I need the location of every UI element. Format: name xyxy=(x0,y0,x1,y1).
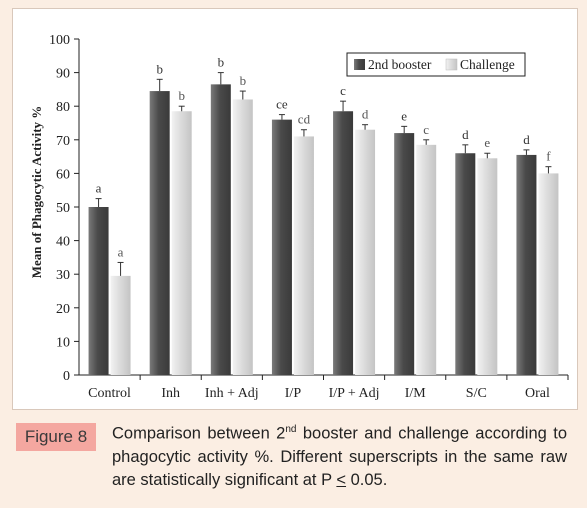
superscript-label: cd xyxy=(298,112,311,127)
x-tick-label: S/C xyxy=(466,386,487,401)
bar xyxy=(149,91,170,375)
bar xyxy=(394,133,415,375)
x-tick-label: I/P xyxy=(285,386,302,401)
superscript-label: d xyxy=(523,132,530,147)
bar xyxy=(88,207,109,375)
x-tick-label: Inh + Adj xyxy=(205,386,259,401)
superscript-label: b xyxy=(178,88,185,103)
caption-less-than-symbol: < xyxy=(336,470,347,489)
y-tick-label: 30 xyxy=(56,268,70,283)
superscript-label: e xyxy=(484,135,490,150)
legend-label-challenge: Challenge xyxy=(460,57,515,72)
bar xyxy=(333,111,354,376)
y-tick-label: 80 xyxy=(56,100,70,115)
bar xyxy=(293,136,314,375)
bar xyxy=(455,153,476,375)
superscript-label: e xyxy=(401,108,407,123)
y-tick-label: 10 xyxy=(56,335,70,350)
x-tick-label: Control xyxy=(88,386,131,401)
superscript-label: d xyxy=(362,107,369,122)
superscript-label: b xyxy=(156,61,163,76)
y-axis-label: Mean of Phagocytic Activity % xyxy=(29,106,44,279)
legend: 2nd booster Challenge xyxy=(346,52,526,77)
bar xyxy=(110,275,131,375)
bar xyxy=(516,154,537,375)
superscript-label: c xyxy=(423,122,429,137)
x-tick-label: Oral xyxy=(525,386,550,401)
y-tick-label: 100 xyxy=(49,33,70,48)
y-tick-label: 60 xyxy=(56,167,70,182)
legend-swatch-challenge xyxy=(445,58,458,71)
bar xyxy=(171,111,192,376)
bar xyxy=(538,173,559,375)
x-tick-label: I/P + Adj xyxy=(329,386,380,401)
x-tick-label: Inh xyxy=(161,386,180,401)
y-tick-label: 70 xyxy=(56,134,70,149)
superscript-label: d xyxy=(462,127,469,142)
y-tick-label: 20 xyxy=(56,302,70,317)
figure-label: Figure 8 xyxy=(16,423,96,451)
superscript-label: b xyxy=(240,73,247,88)
bar xyxy=(477,158,498,375)
y-tick-label: 0 xyxy=(63,369,70,384)
superscript-label: f xyxy=(546,149,551,164)
superscript-label: a xyxy=(118,244,124,259)
y-tick-label: 50 xyxy=(56,201,70,216)
bar xyxy=(416,144,437,375)
y-tick-label: 90 xyxy=(56,67,70,82)
bar-chart: 0102030405060708090100ControlaaInhbbInh … xyxy=(29,33,569,401)
chart-panel: 0 10 20 30 40 50 60 70 80 90 100 Control a a Inh b b Inh … xyxy=(12,8,578,410)
caption-part-2: booster and challenge according to phago… xyxy=(112,424,567,489)
superscript-label: b xyxy=(218,55,225,70)
bar xyxy=(232,99,253,375)
bar xyxy=(271,119,292,375)
bar xyxy=(210,84,231,376)
legend-label-2nd-booster: 2nd booster xyxy=(368,57,432,72)
y-tick-label: 40 xyxy=(56,235,70,250)
plot-area: 0102030405060708090100ControlaaInhbbInh … xyxy=(49,33,569,401)
x-tick-label: I/M xyxy=(405,386,427,401)
caption-superscript: nd xyxy=(285,424,297,435)
figure-caption: Comparison between 2nd booster and chall… xyxy=(112,418,567,492)
legend-swatch-2nd-booster xyxy=(354,59,365,70)
superscript-label: ce xyxy=(276,97,288,112)
caption-part-3: 0.05. xyxy=(346,470,388,489)
superscript-label: a xyxy=(96,181,102,196)
bar xyxy=(355,129,376,375)
superscript-label: c xyxy=(340,83,346,98)
caption-part-1: Comparison between 2 xyxy=(112,424,286,443)
